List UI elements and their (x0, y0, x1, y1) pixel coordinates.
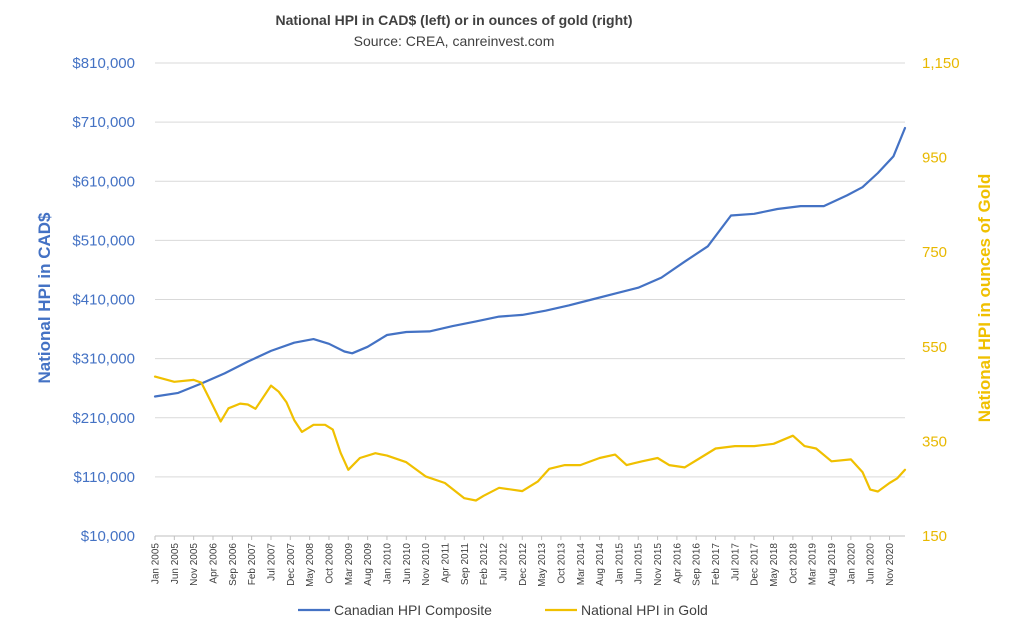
x-tick-label: Feb 2012 (479, 543, 490, 586)
x-tick-label: Apr 2016 (672, 543, 683, 584)
x-tick-label: Oct 2013 (556, 543, 567, 584)
left-y-tick-label: $810,000 (72, 55, 135, 72)
x-tick-label: May 2013 (537, 543, 548, 587)
x-tick-label: Jan 2015 (614, 543, 625, 585)
x-tick-label: Jan 2020 (846, 543, 857, 585)
legend: Canadian HPI Composite National HPI in G… (298, 602, 708, 618)
x-tick-label: Nov 2005 (189, 543, 200, 586)
chart-subtitle: Source: CREA, canreinvest.com (354, 33, 555, 49)
left-y-tick-label: $510,000 (72, 232, 135, 249)
left-y-tick-label: $710,000 (72, 114, 135, 131)
series-line-gold (153, 375, 907, 502)
legend-label-hpi: Canadian HPI Composite (334, 602, 492, 618)
x-tick-label: Oct 2008 (325, 543, 336, 584)
chart-title: National HPI in CAD$ (left) or in ounces… (276, 12, 633, 28)
series-layer (153, 126, 907, 502)
x-tick-label: Aug 2019 (827, 543, 838, 586)
right-y-tick-label: 150 (922, 528, 947, 545)
gridlines (155, 62, 905, 537)
left-y-tick-label: $10,000 (81, 528, 135, 545)
x-tick-label: Jun 2020 (866, 543, 877, 585)
x-tick-label: Jan 2010 (383, 543, 394, 585)
right-y-axis-title: National HPI in ounces of Gold (975, 174, 994, 422)
x-tick-label: Jun 2015 (634, 543, 645, 585)
x-tick-label: Jul 2017 (730, 543, 741, 581)
x-tick-label: Aug 2014 (595, 543, 606, 586)
right-y-tick-label: 750 (922, 244, 947, 261)
x-tick-label: Mar 2014 (576, 543, 587, 586)
left-y-axis-title: National HPI in CAD$ (35, 212, 54, 384)
left-y-tick-label: $410,000 (72, 292, 135, 309)
x-tick-label: Jul 2012 (498, 543, 509, 581)
x-tick-label: May 2018 (769, 543, 780, 587)
x-tick-label: Nov 2015 (653, 543, 664, 586)
x-tick-label: Sep 2011 (460, 543, 471, 586)
right-y-tick-label: 950 (922, 150, 947, 167)
x-tick-label: Feb 2007 (247, 543, 258, 586)
x-tick-label: Dec 2012 (518, 543, 529, 586)
x-tick-label: Sep 2016 (692, 543, 703, 586)
left-y-tick-label: $610,000 (72, 173, 135, 190)
left-y-tick-label: $210,000 (72, 410, 135, 427)
x-tick-label: Apr 2011 (440, 543, 451, 583)
x-tick-label: Jun 2005 (170, 543, 181, 585)
x-tick-label: Jul 2007 (267, 543, 278, 581)
x-tick-label: Mar 2019 (808, 543, 819, 586)
x-tick-label: Apr 2006 (209, 543, 220, 584)
x-tick-label: Jan 2005 (151, 543, 162, 585)
x-tick-label: Nov 2010 (421, 543, 432, 586)
x-tick-label: Dec 2007 (286, 543, 297, 586)
x-tick-label: Sep 2006 (228, 543, 239, 586)
x-tick-label: Dec 2017 (750, 543, 761, 586)
x-tick-label: Feb 2017 (711, 543, 722, 586)
legend-label-gold: National HPI in Gold (581, 602, 708, 618)
left-y-tick-label: $110,000 (74, 469, 135, 486)
x-tick-label: Nov 2020 (885, 543, 896, 586)
x-tick-label: Mar 2009 (344, 543, 355, 586)
left-y-axis-ticks: $10,000 $110,000 $210,000 $310,000 $410,000 $… (72, 55, 135, 545)
left-y-tick-label: $310,000 (72, 351, 135, 368)
series-line-hpi (153, 126, 907, 398)
right-y-axis-ticks: 150 350 550 750 950 1,150 (922, 55, 960, 545)
x-axis-ticks: Jan 2005 Jun 2005 Nov 2005 Apr 2006 Sep 2006… (151, 536, 896, 587)
x-tick-label: Oct 2018 (788, 543, 799, 584)
right-y-tick-label: 350 (922, 433, 947, 450)
x-tick-label: Aug 2009 (363, 543, 374, 586)
x-tick-label: Jun 2010 (402, 543, 413, 585)
right-y-tick-label: 550 (922, 339, 947, 356)
x-tick-label: May 2008 (305, 543, 316, 587)
right-y-tick-label: 1,150 (922, 55, 960, 72)
